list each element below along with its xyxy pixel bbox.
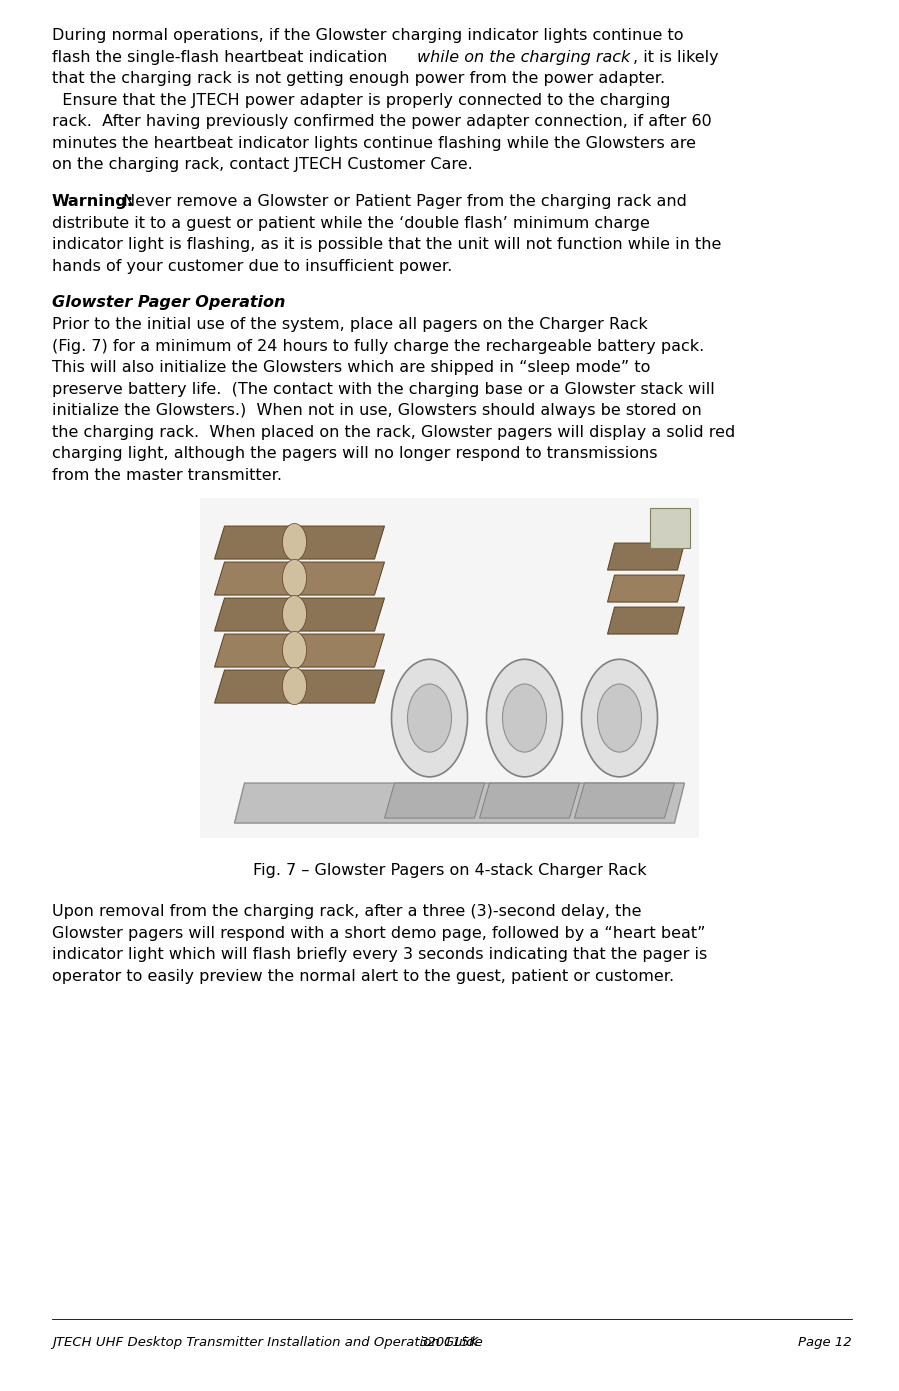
Text: Ensure that the JTECH power adapter is properly connected to the charging: Ensure that the JTECH power adapter is p… <box>52 93 671 107</box>
Circle shape <box>282 668 307 705</box>
Polygon shape <box>479 783 580 818</box>
Polygon shape <box>574 783 674 818</box>
Circle shape <box>503 684 547 753</box>
Text: the charging rack.  When placed on the rack, Glowster pagers will display a soli: the charging rack. When placed on the ra… <box>52 424 735 440</box>
Text: Glowster Pager Operation: Glowster Pager Operation <box>52 295 285 310</box>
Polygon shape <box>608 574 684 602</box>
Polygon shape <box>385 783 485 818</box>
Text: , it is likely: , it is likely <box>634 50 719 64</box>
Circle shape <box>486 659 563 776</box>
Polygon shape <box>235 783 684 823</box>
Text: Page 12: Page 12 <box>798 1335 852 1349</box>
Text: Glowster pagers will respond with a short demo page, followed by a “heart beat”: Glowster pagers will respond with a shor… <box>52 925 706 940</box>
Polygon shape <box>608 542 684 570</box>
Text: charging light, although the pagers will no longer respond to transmissions: charging light, although the pagers will… <box>52 447 657 462</box>
Text: preserve battery life.  (The contact with the charging base or a Glowster stack : preserve battery life. (The contact with… <box>52 381 715 396</box>
Text: Upon removal from the charging rack, after a three (3)-second delay, the: Upon removal from the charging rack, aft… <box>52 904 642 919</box>
Text: indicator light which will flash briefly every 3 seconds indicating that the pag: indicator light which will flash briefly… <box>52 947 708 963</box>
Polygon shape <box>215 634 385 668</box>
Text: on the charging rack, contact JTECH Customer Care.: on the charging rack, contact JTECH Cust… <box>52 157 473 172</box>
Text: operator to easily preview the normal alert to the guest, patient or customer.: operator to easily preview the normal al… <box>52 968 674 983</box>
Text: Fig. 7 – Glowster Pagers on 4-stack Charger Rack: Fig. 7 – Glowster Pagers on 4-stack Char… <box>253 862 646 878</box>
Text: that the charging rack is not getting enough power from the power adapter.: that the charging rack is not getting en… <box>52 71 665 86</box>
Text: Never remove a Glowster or Patient Pager from the charging rack and: Never remove a Glowster or Patient Pager… <box>119 193 688 209</box>
Circle shape <box>407 684 451 753</box>
Circle shape <box>282 595 307 633</box>
Text: while on the charging rack: while on the charging rack <box>417 50 631 64</box>
Polygon shape <box>215 562 385 595</box>
Circle shape <box>582 659 657 776</box>
Text: from the master transmitter.: from the master transmitter. <box>52 467 282 483</box>
Polygon shape <box>215 670 385 702</box>
Text: (Fig. 7) for a minimum of 24 hours to fully charge the rechargeable battery pack: (Fig. 7) for a minimum of 24 hours to fu… <box>52 338 704 353</box>
Text: 320115K: 320115K <box>420 1335 479 1349</box>
Text: During normal operations, if the Glowster charging indicator lights continue to: During normal operations, if the Glowste… <box>52 28 683 43</box>
Text: Warning:: Warning: <box>52 193 134 209</box>
Circle shape <box>282 632 307 669</box>
Text: hands of your customer due to insufficient power.: hands of your customer due to insufficie… <box>52 259 452 274</box>
Text: This will also initialize the Glowsters which are shipped in “sleep mode” to: This will also initialize the Glowsters … <box>52 360 650 376</box>
Circle shape <box>282 523 307 561</box>
Circle shape <box>282 559 307 597</box>
Text: initialize the Glowsters.)  When not in use, Glowsters should always be stored o: initialize the Glowsters.) When not in u… <box>52 403 702 419</box>
Text: minutes the heartbeat indicator lights continue flashing while the Glowsters are: minutes the heartbeat indicator lights c… <box>52 136 696 150</box>
Circle shape <box>598 684 642 753</box>
Text: rack.  After having previously confirmed the power adapter connection, if after : rack. After having previously confirmed … <box>52 114 712 129</box>
Polygon shape <box>649 508 690 548</box>
Polygon shape <box>200 498 699 837</box>
Text: flash the single-flash heartbeat indication: flash the single-flash heartbeat indicat… <box>52 50 393 64</box>
Text: Prior to the initial use of the system, place all pagers on the Charger Rack: Prior to the initial use of the system, … <box>52 317 648 332</box>
Text: distribute it to a guest or patient while the ‘double flash’ minimum charge: distribute it to a guest or patient whil… <box>52 216 650 231</box>
Text: indicator light is flashing, as it is possible that the unit will not function w: indicator light is flashing, as it is po… <box>52 236 721 252</box>
Polygon shape <box>215 526 385 559</box>
Text: JTECH UHF Desktop Transmitter Installation and Operation Guide: JTECH UHF Desktop Transmitter Installati… <box>52 1335 483 1349</box>
Polygon shape <box>215 598 385 632</box>
Polygon shape <box>608 606 684 634</box>
Circle shape <box>391 659 467 776</box>
